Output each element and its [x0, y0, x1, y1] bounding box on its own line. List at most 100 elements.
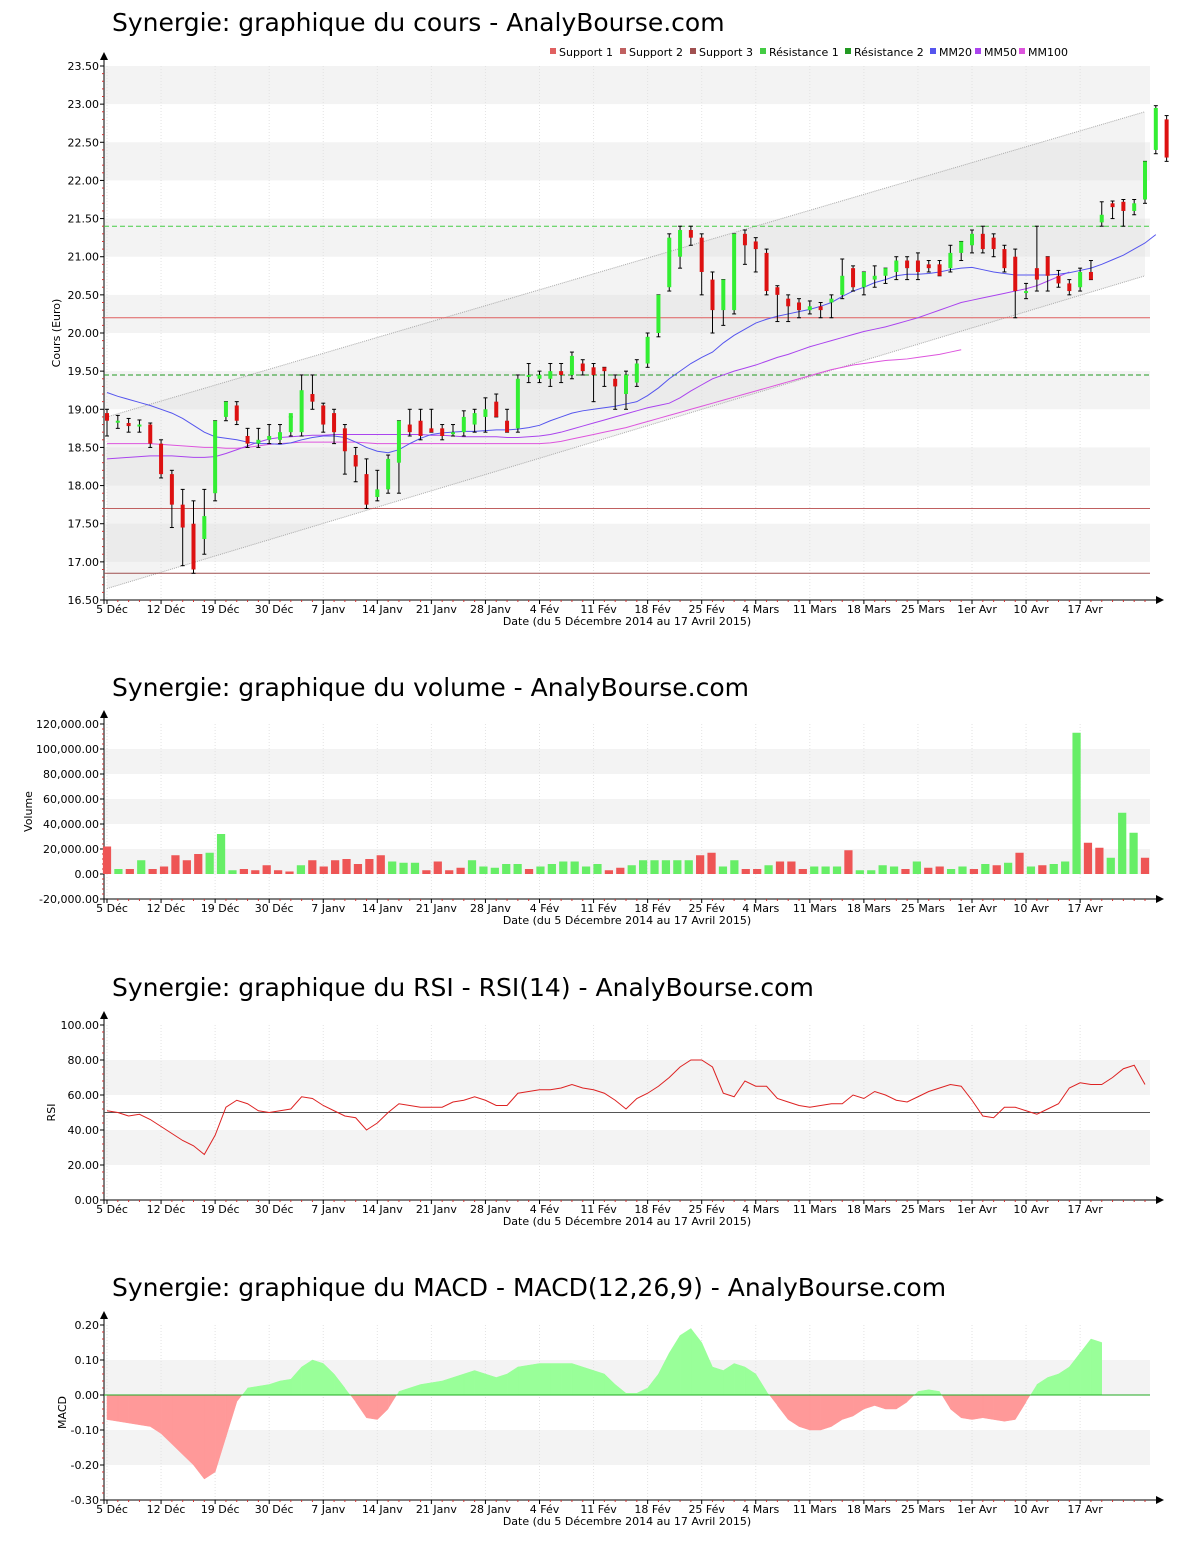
candle-body: [1024, 291, 1029, 294]
candle-body: [213, 420, 218, 494]
candle-body: [829, 298, 834, 303]
y-tick-label: 40,000.00: [43, 818, 99, 831]
x-tick-label: 5 Déc: [96, 603, 128, 616]
x-tick-label: 30 Déc: [255, 1203, 294, 1216]
volume-bar: [981, 864, 990, 874]
y-tick-label: 21.50: [68, 213, 100, 226]
y-axis-label: MACD: [56, 1396, 69, 1429]
x-tick-label: 17 Avr: [1067, 902, 1103, 915]
volume-bar: [718, 866, 728, 874]
volume-bar: [707, 852, 716, 874]
macd-area: [350, 1395, 356, 1402]
legend-swatch: [1019, 48, 1025, 54]
macd-area: [496, 1373, 508, 1396]
macd-chart: -0.30 -0.20 -0.10 0.00 0.10 0.20 5 Déc 12 Déc 19…: [56, 1311, 1164, 1528]
candle-body: [267, 435, 272, 440]
candle-body: [559, 371, 564, 375]
legend-label: MM20: [939, 46, 972, 59]
volume-bar: [787, 861, 796, 874]
volume-bar: [102, 846, 112, 874]
candle-body: [1045, 256, 1050, 276]
y-tick-label: 40.00: [68, 1124, 100, 1137]
volume-bar: [855, 870, 864, 874]
candle-body: [872, 275, 877, 280]
x-axis-arrow: [1156, 1196, 1164, 1204]
x-tick-label: 17 Avr: [1067, 1203, 1103, 1216]
candle-body: [440, 428, 445, 436]
y-tick-label: 22.50: [68, 136, 100, 149]
x-tick-label: 25 Fév: [688, 902, 725, 915]
volume-bar: [570, 861, 579, 874]
volume-bar: [1015, 852, 1024, 874]
macd-area: [1015, 1394, 1027, 1421]
candle-body: [861, 271, 866, 288]
y-tick-label: 17.50: [68, 518, 100, 531]
macd-area: [896, 1394, 908, 1410]
candle-body: [1013, 256, 1018, 292]
x-tick-label: 12 Déc: [147, 603, 186, 616]
volume-bar: [502, 864, 511, 874]
volume-bar: [285, 871, 294, 874]
y-tick-label: 60,000.00: [43, 793, 99, 806]
macd-area: [712, 1366, 724, 1396]
candle-body: [191, 523, 196, 570]
candle-body: [775, 287, 780, 295]
candle-body: [375, 489, 380, 498]
volume-bar: [228, 870, 237, 874]
volume-bar: [194, 854, 203, 874]
volume-bar: [867, 870, 876, 874]
candle-body: [256, 439, 261, 444]
volume-bar: [319, 866, 328, 874]
x-tick-label: 1er Avr: [957, 603, 997, 616]
candle-body: [818, 306, 823, 311]
rsi-title: Synergie: graphique du RSI - RSI(14) - A…: [112, 973, 814, 1002]
macd-area: [885, 1394, 897, 1410]
x-tick-label: 11 Mars: [793, 1203, 837, 1216]
x-tick-label: 7 Janv: [311, 603, 345, 616]
rsi-line: [106, 1059, 1146, 1156]
x-tick-label: 10 Avr: [1013, 1503, 1049, 1516]
candle-body: [1164, 119, 1169, 158]
macd-area: [171, 1394, 183, 1456]
volume-bar: [1049, 864, 1058, 874]
legend-label: Support 1: [559, 46, 613, 59]
grid-band: [104, 1060, 1150, 1095]
x-tick-label: 12 Déc: [147, 902, 186, 915]
candle-body: [548, 371, 553, 379]
macd-area: [769, 1395, 778, 1406]
candle-body: [732, 233, 737, 311]
volume-bar: [331, 860, 340, 874]
macd-area: [550, 1363, 562, 1396]
candle-body: [1056, 275, 1061, 284]
candle-body: [753, 241, 758, 250]
x-tick-label: 5 Déc: [96, 902, 128, 915]
y-tick-label: -20,000.00: [39, 893, 99, 906]
candle-body: [1110, 203, 1115, 208]
grid-band: [104, 799, 1150, 824]
candle-body: [526, 374, 531, 377]
x-tick-label: 17 Avr: [1067, 603, 1103, 616]
x-tick-label: 11 Fév: [580, 902, 617, 915]
y-tick-label: 100,000.00: [36, 743, 99, 756]
macd-area: [993, 1394, 1005, 1422]
candle-body: [1088, 271, 1093, 280]
candle-body: [894, 260, 899, 272]
candle-body: [472, 413, 477, 425]
x-tick-label: 18 Mars: [847, 1503, 891, 1516]
candle-body: [202, 516, 207, 539]
grid-band: [104, 66, 1150, 105]
grid-band: [104, 218, 1150, 257]
candle-body: [353, 455, 358, 467]
x-tick-label: 10 Avr: [1013, 1203, 1049, 1216]
macd-area: [560, 1363, 573, 1396]
legend-label: Résistance 2: [854, 46, 924, 59]
x-tick-label: 18 Mars: [847, 603, 891, 616]
volume-bar: [661, 860, 671, 874]
grid-band: [104, 142, 1150, 181]
volume-bar: [901, 869, 910, 874]
volume-bar: [1004, 862, 1013, 874]
x-axis-label: Date (du 5 Décembre 2014 au 17 Avril 201…: [503, 615, 751, 628]
candle-body: [278, 432, 282, 440]
volume-bar: [479, 866, 488, 874]
volume-bar: [764, 865, 773, 874]
